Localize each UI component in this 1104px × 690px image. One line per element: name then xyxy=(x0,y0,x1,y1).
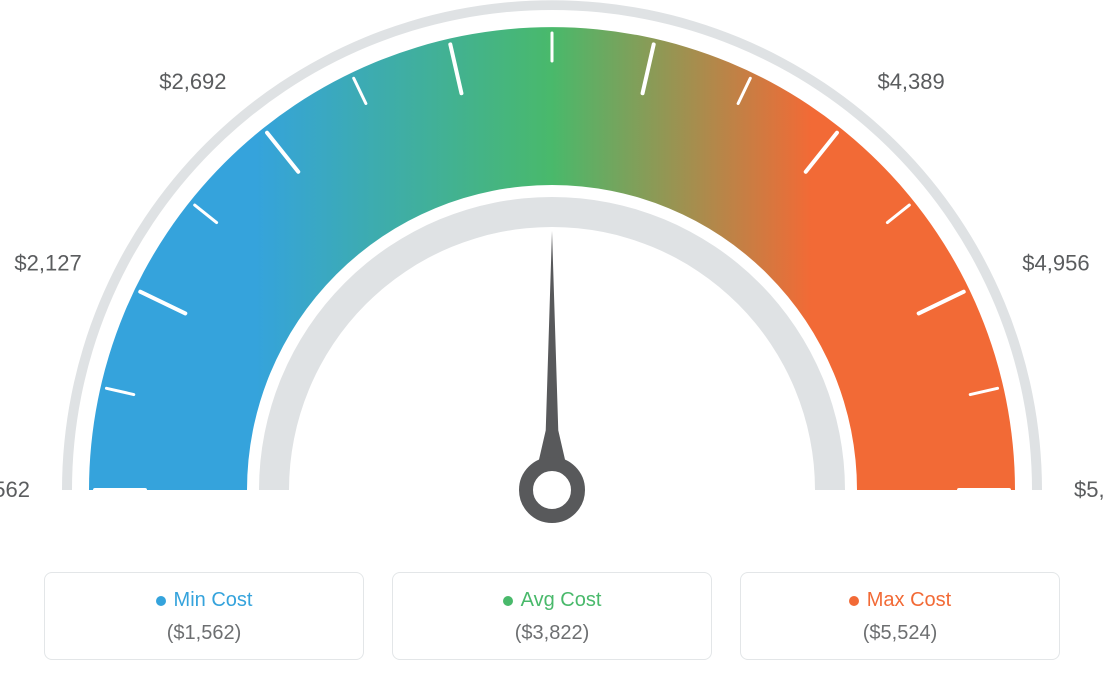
legend-avg-title: Avg Cost xyxy=(393,589,711,612)
legend-max-title: Max Cost xyxy=(741,589,1059,612)
legend-max-value: ($5,524) xyxy=(741,622,1059,645)
legend-min-title: Min Cost xyxy=(45,589,363,612)
legend-min-label: Min Cost xyxy=(174,589,253,611)
gauge-tick-label: $2,127 xyxy=(14,251,81,276)
legend-min-dot xyxy=(156,596,166,606)
legend-avg-label: Avg Cost xyxy=(521,589,602,611)
legend-max-card: Max Cost ($5,524) xyxy=(740,572,1060,660)
legend-min-value: ($1,562) xyxy=(45,622,363,645)
legend-max-dot xyxy=(849,596,859,606)
cost-gauge: $1,562$2,127$2,692$3,822$4,389$4,956$5,5… xyxy=(0,0,1104,540)
gauge-hub xyxy=(526,464,578,516)
gauge-tick-label: $5,524 xyxy=(1074,477,1104,502)
gauge-tick-label: $1,562 xyxy=(0,477,30,502)
gauge-tick-label: $4,389 xyxy=(877,69,944,94)
gauge-needle xyxy=(532,231,572,490)
legend-row: Min Cost ($1,562) Avg Cost ($3,822) Max … xyxy=(0,572,1104,660)
legend-max-label: Max Cost xyxy=(867,589,951,611)
legend-avg-dot xyxy=(503,596,513,606)
legend-min-card: Min Cost ($1,562) xyxy=(44,572,364,660)
legend-avg-card: Avg Cost ($3,822) xyxy=(392,572,712,660)
gauge-tick-label: $4,956 xyxy=(1022,251,1089,276)
gauge-tick-label: $2,692 xyxy=(159,69,226,94)
legend-avg-value: ($3,822) xyxy=(393,622,711,645)
